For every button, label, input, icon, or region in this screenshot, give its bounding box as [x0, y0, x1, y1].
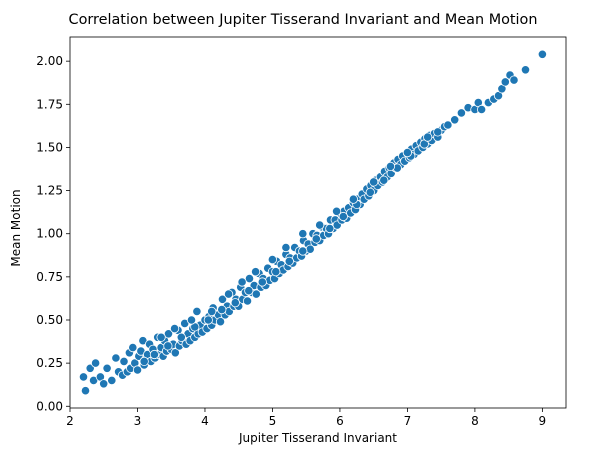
data-point	[271, 267, 281, 277]
data-point	[298, 246, 308, 256]
x-tick-label: 9	[539, 414, 547, 428]
x-tick-label: 6	[336, 414, 344, 428]
y-tick-label: 0.50	[36, 313, 63, 327]
x-tick-label: 8	[471, 414, 479, 428]
y-tick-label: 1.25	[36, 184, 63, 198]
data-point	[402, 148, 412, 158]
data-point	[369, 177, 379, 187]
data-point	[128, 342, 138, 353]
data-point	[244, 286, 254, 296]
data-point	[315, 220, 325, 230]
data-point	[281, 242, 291, 253]
x-tick-label: 2	[66, 414, 74, 428]
y-axis-ticks: 0.00 0.25 0.50 0.75 1.00 1.25 1.50 1.75 2.00	[36, 54, 70, 413]
data-point	[311, 234, 321, 244]
data-point	[244, 273, 255, 284]
x-tick-label: 5	[269, 414, 277, 428]
data-point	[520, 65, 531, 75]
data-point	[224, 289, 234, 299]
data-point	[217, 294, 228, 304]
data-point	[217, 304, 227, 315]
data-point	[242, 296, 253, 306]
data-point	[365, 187, 375, 197]
y-axis-label: Mean Motion	[9, 189, 23, 266]
data-point	[170, 348, 180, 358]
data-point	[537, 49, 548, 59]
data-point	[284, 256, 294, 266]
data-points	[78, 49, 548, 396]
data-point	[230, 298, 240, 308]
data-point	[149, 349, 159, 360]
data-point	[203, 315, 213, 325]
data-point	[91, 358, 101, 368]
data-point	[119, 356, 129, 366]
data-point	[267, 255, 277, 265]
x-axis-ticks: 2 3 4 5 6 7 8 9	[66, 408, 546, 428]
data-point	[500, 77, 510, 87]
data-point	[132, 365, 143, 375]
plot-area-frame	[69, 36, 567, 409]
data-point	[102, 363, 112, 373]
data-point	[423, 132, 433, 142]
y-tick-label: 0.75	[36, 270, 63, 284]
data-point	[450, 115, 460, 125]
data-point	[99, 379, 109, 389]
data-point	[433, 127, 443, 137]
data-point	[509, 75, 519, 85]
data-point	[156, 332, 166, 342]
data-point	[257, 277, 267, 287]
data-point	[111, 353, 121, 363]
data-point	[348, 194, 358, 204]
data-point	[476, 104, 487, 115]
data-point	[331, 206, 342, 216]
data-point	[80, 386, 91, 396]
data-point	[251, 289, 261, 299]
data-point	[139, 356, 149, 366]
data-point	[78, 372, 89, 382]
data-point	[107, 375, 117, 385]
y-tick-label: 0.25	[36, 356, 63, 370]
data-point	[192, 306, 202, 316]
chart-title: Correlation between Jupiter Tisserand In…	[69, 12, 538, 28]
data-point	[207, 306, 217, 316]
y-tick-label: 0.00	[36, 399, 63, 413]
x-tick-label: 3	[134, 414, 142, 428]
data-point	[186, 315, 197, 325]
y-tick-label: 1.50	[36, 140, 63, 154]
data-point	[170, 323, 180, 334]
x-tick-label: 7	[404, 414, 412, 428]
y-tick-label: 1.00	[36, 227, 63, 241]
x-tick-label: 4	[201, 414, 209, 428]
y-tick-label: 1.75	[36, 97, 63, 111]
data-point	[251, 267, 261, 277]
data-point	[163, 341, 173, 351]
data-point	[176, 332, 186, 342]
data-point	[379, 175, 389, 185]
data-point	[163, 329, 174, 339]
data-point	[443, 120, 453, 130]
data-point	[237, 277, 247, 287]
data-point	[385, 161, 396, 171]
data-point	[215, 317, 226, 327]
data-point	[325, 223, 335, 234]
x-axis-label: Jupiter Tisserand Invariant	[238, 431, 397, 445]
data-point	[456, 108, 466, 118]
data-point	[338, 211, 348, 222]
y-tick-label: 2.00	[36, 54, 63, 68]
data-point	[298, 229, 308, 239]
